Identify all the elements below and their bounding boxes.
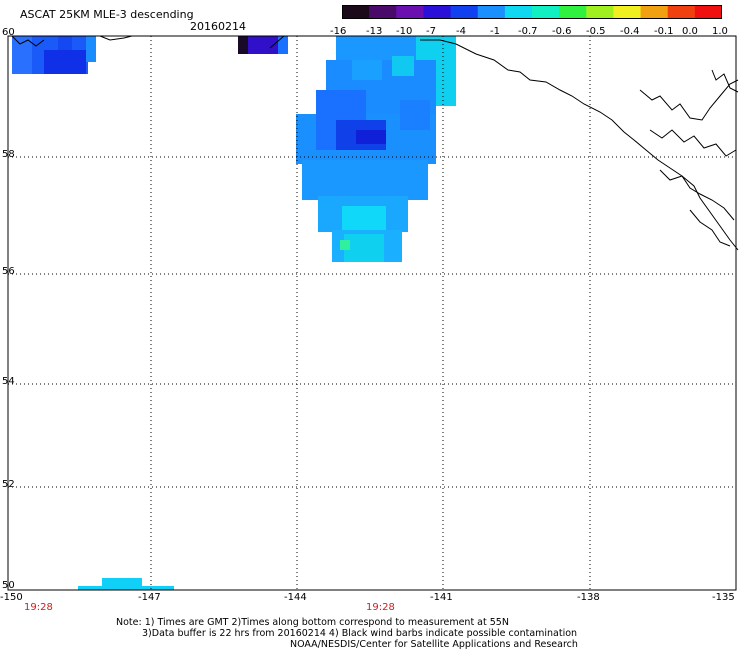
colorbar-label: -0.7 — [518, 26, 538, 37]
map-title: ASCAT 25KM MLE-3 descending — [20, 8, 194, 21]
colorbar-segment — [477, 5, 506, 19]
colorbar-label: -1 — [490, 26, 500, 37]
colorbar-label: 0.0 — [682, 26, 698, 37]
lat-label: 54 — [2, 376, 15, 387]
colorbar-segment — [640, 5, 669, 19]
colorbar-segment — [450, 5, 479, 19]
colorbar-segment — [342, 5, 370, 19]
colorbar-label: 1.0 — [712, 26, 728, 37]
lat-label: 52 — [2, 479, 15, 490]
colorbar-label: -7 — [426, 26, 436, 37]
swath-top-purple — [238, 36, 288, 54]
colorbar-segment — [423, 5, 452, 19]
swath-upper-left — [12, 36, 96, 74]
colorbar-segment — [532, 5, 560, 19]
colorbar-label: -10 — [396, 26, 413, 37]
colorbar-gradient — [342, 5, 722, 19]
colorbar-labels: -16 -13 -10 -7 -4 -1 -0.7 -0.6 -0.5 -0.4… — [330, 26, 740, 38]
colorbar-label: -4 — [456, 26, 466, 37]
colorbar-segment — [667, 5, 696, 19]
lon-label: -150 — [0, 592, 23, 603]
lat-label: 58 — [2, 149, 15, 160]
lon-label: -141 — [430, 592, 453, 603]
lon-label: -144 — [284, 592, 307, 603]
colorbar-segment — [396, 5, 424, 19]
colorbar — [342, 5, 722, 19]
colorbar-label: -16 — [330, 26, 347, 37]
colorbar-segment — [586, 5, 614, 19]
time-label: 19:28 — [366, 602, 395, 613]
note-line-3: NOAA/NESDIS/Center for Satellite Applica… — [290, 639, 578, 650]
swath-central — [296, 36, 456, 262]
colorbar-frame — [342, 5, 722, 19]
colorbar-label: -0.4 — [620, 26, 640, 37]
colorbar-label: -0.6 — [552, 26, 572, 37]
colorbar-segment — [504, 5, 533, 19]
time-label: 19:28 — [24, 602, 53, 613]
colorbar-segment — [369, 5, 397, 19]
map-date: 20160214 — [190, 20, 246, 33]
lon-label: -135 — [712, 592, 735, 603]
plot-frame — [7, 35, 737, 591]
colorbar-label: -0.1 — [654, 26, 674, 37]
coastline — [11, 35, 739, 251]
colorbar-segment — [559, 5, 587, 19]
lat-label: 56 — [2, 266, 15, 277]
colorbar-label: -0.5 — [586, 26, 606, 37]
swath-bottom — [78, 578, 174, 590]
note-line-2: 3)Data buffer is 22 hrs from 20160214 4)… — [142, 628, 578, 639]
lat-label: 50 — [2, 580, 15, 591]
lon-label: -138 — [577, 592, 600, 603]
lat-label: 60 — [2, 27, 15, 38]
note-line-1: Note: 1) Times are GMT 2)Times along bot… — [116, 617, 509, 628]
lon-label: -147 — [138, 592, 161, 603]
colorbar-label: -13 — [366, 26, 383, 37]
colorbar-segment — [613, 5, 642, 19]
colorbar-segment — [694, 5, 722, 19]
